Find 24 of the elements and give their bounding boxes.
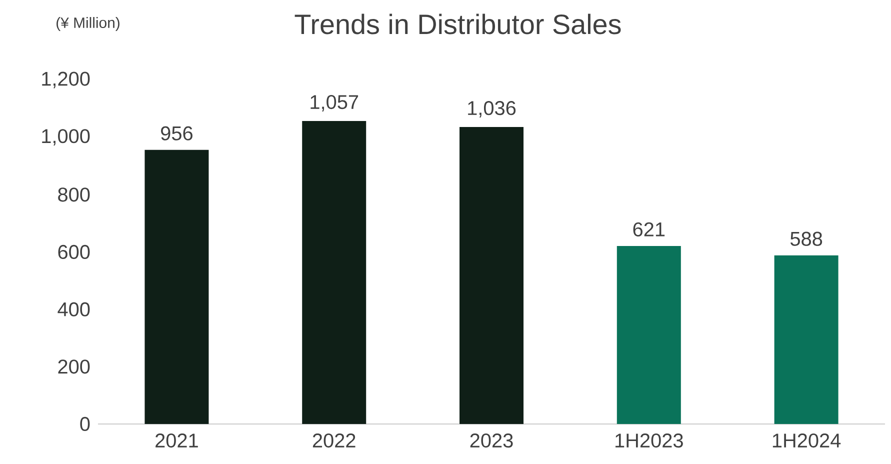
x-tick-label: 2021 — [156, 434, 198, 448]
data-label: 956 — [161, 126, 192, 140]
chart-title: Trends in Distributor Sales — [294, 14, 621, 34]
bar — [302, 120, 366, 424]
bar — [460, 127, 524, 424]
x-tick-label: 1H2024 — [772, 434, 841, 448]
data-label: 1,057 — [310, 95, 358, 112]
y-tick-label: 1,000 — [42, 129, 90, 146]
data-label: 588 — [790, 232, 822, 246]
x-tick-label: 1H2023 — [616, 434, 683, 448]
bar — [144, 150, 209, 424]
y-tick-label: 200 — [58, 360, 90, 374]
y-tick-label: 0 — [80, 416, 90, 432]
x-tick-label: 2023 — [470, 434, 513, 448]
y-tick-label: 800 — [58, 188, 90, 202]
y-tick-label: 600 — [58, 244, 90, 260]
y-axis-title: (¥ Million) — [56, 17, 120, 31]
x-tick-label: 2022 — [312, 434, 356, 448]
y-tick-label: 400 — [58, 302, 90, 316]
data-label: 1,036 — [468, 101, 516, 118]
data-label: 621 — [633, 222, 665, 236]
bar — [616, 246, 681, 424]
bar — [774, 255, 838, 424]
y-tick-label: 1,200 — [42, 72, 90, 88]
